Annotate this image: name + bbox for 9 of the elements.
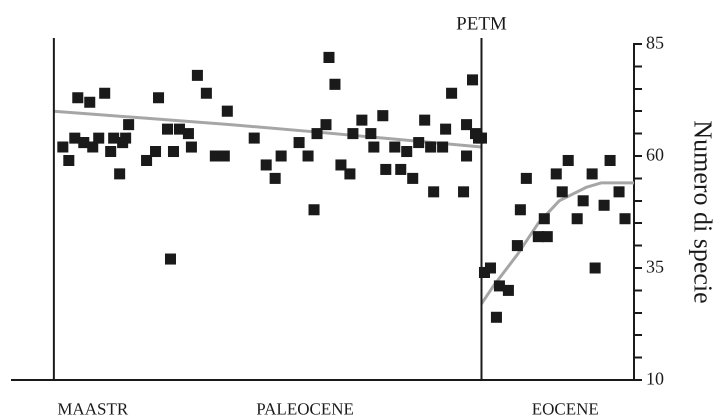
text: PETM <box>456 13 507 34</box>
y-axis-title: Numero di specie <box>688 120 718 304</box>
x-tick-label: EOCENE <box>532 400 599 416</box>
x-tick-label: MAASTR <box>57 400 129 416</box>
y-tick-label: 60 <box>646 144 664 165</box>
y-tick-label: 10 <box>646 368 664 389</box>
y-tick-label: 85 <box>646 32 664 53</box>
x-tick-label: PALEOCENE <box>256 400 354 416</box>
y-tick-label: 35 <box>646 256 664 277</box>
